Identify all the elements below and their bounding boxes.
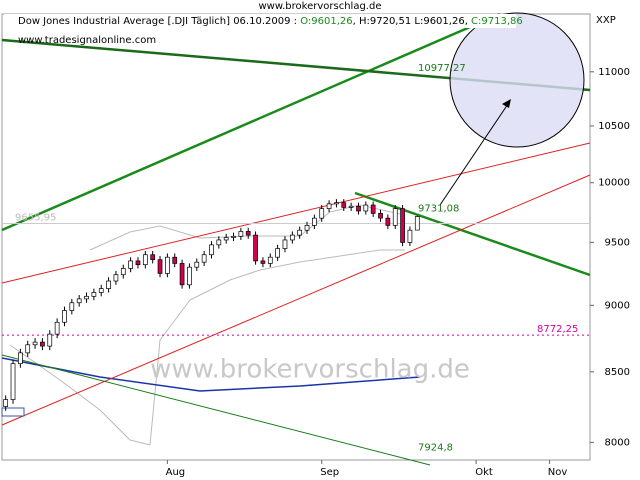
candle-body [245,231,251,236]
x-tick-label: Okt [475,467,493,478]
candle-body [348,205,354,208]
trend-line [354,191,591,277]
candle-body [392,208,398,226]
candle-body [356,205,361,212]
chart-title: Dow Jones Industrial Average [.DJI Tägli… [18,16,523,27]
candle-body [69,302,75,311]
candle-body [312,217,317,226]
candle-body [319,208,325,219]
candle-body [209,244,214,256]
candle-body [363,204,369,212]
candle-body [40,341,45,347]
candle-body [32,341,38,346]
candle-body [179,263,185,286]
y-tick-label: 8500 [605,367,630,378]
candle-body [370,204,376,214]
candle-body [194,261,200,268]
moving-average [1,357,421,392]
candle-body [201,254,207,263]
candle-body [223,237,229,241]
candle-body [172,256,178,264]
candle-body [150,254,156,261]
candle-body [334,202,339,205]
candle-body [385,217,391,226]
arrow [439,103,509,206]
candle-body [3,399,9,407]
annotation: 8772,25 [537,324,578,335]
candle-body [62,310,67,323]
candle-body [216,239,222,246]
candle-body [142,254,148,266]
candle-body [297,229,303,236]
annotation: 9655,95 [15,212,56,223]
candle-body [275,248,280,258]
candle-body [106,280,111,289]
trend-line [1,12,501,232]
candle-body [253,234,258,262]
channel-line [1,142,591,284]
y-tick-label: 10000 [598,178,630,189]
annotation: 10977,27 [418,63,466,74]
candle-body [157,259,163,274]
arrow-head [502,99,511,108]
candle-body [400,208,405,243]
candle-body [326,203,332,209]
ohlc-close: C:9713,86 [471,16,523,27]
candle-body [260,260,266,264]
site: www.brokervorschlag.de [259,1,382,12]
candle-body [414,216,420,231]
y-tick-label: 11000 [598,67,630,78]
x-tick-label: Sep [320,467,339,478]
y-tick-label: 9000 [605,300,630,311]
subtitle: www.tradesignalonline.com [18,35,156,46]
candle-body [304,225,310,231]
candle-body [76,298,82,304]
candle-body [10,363,16,400]
candle-body [98,288,104,293]
candle-body [18,352,23,365]
candle-body [120,268,126,276]
x-tick-label: Aug [166,467,186,478]
y-tick-label: 10500 [598,121,630,132]
ohlc-hl: H:9720,51 L:9601,26 [359,16,465,27]
annotation: 7924,8 [418,442,453,453]
candle-body [47,333,53,347]
watermark: www.brokervorschlag.de [150,355,470,385]
title: Dow Jones Industrial Average [.DJI Tägli… [18,16,297,27]
target-circle [449,12,585,148]
candle-body [91,292,97,297]
channel-line [1,174,591,426]
candle-body [378,213,383,219]
candle-body [54,321,60,335]
title-bg [4,14,516,28]
candle-body [282,239,288,249]
candle-body [341,202,347,208]
marker-box [1,407,25,417]
candle-body [238,231,244,237]
y-tick-label: 8000 [605,437,630,448]
y-tick-label: 9500 [605,237,630,248]
axis-label: XXP [596,15,616,26]
candle-body [135,260,141,266]
trend-line [1,354,431,466]
candle-body [84,295,89,300]
x-tick-label: Nov [548,467,568,478]
candle-body [187,266,192,286]
ohlc-open: O:9601,26 [300,16,352,27]
candle-body [267,256,273,264]
candle-body [113,274,119,282]
candle-body [231,235,236,238]
candle-body [25,344,31,354]
candle-body [407,229,413,243]
candle-body [289,234,295,241]
annotation: 9731,08 [418,203,459,214]
candle-body [165,256,170,274]
candle-body [128,260,133,269]
